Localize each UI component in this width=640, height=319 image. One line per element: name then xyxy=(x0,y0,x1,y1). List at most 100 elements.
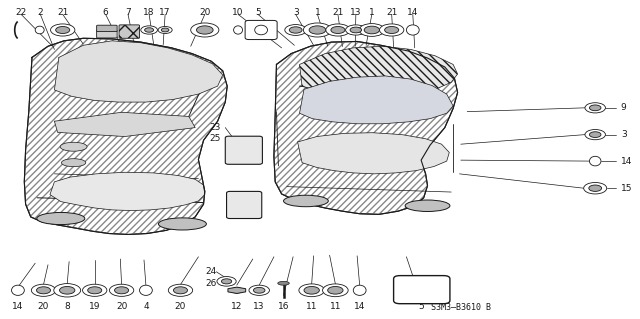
Ellipse shape xyxy=(191,23,219,37)
Text: 26: 26 xyxy=(205,279,217,288)
Text: 14: 14 xyxy=(12,302,24,311)
Ellipse shape xyxy=(385,26,399,33)
Text: 20: 20 xyxy=(38,302,49,311)
Text: 14: 14 xyxy=(621,157,632,166)
Text: 21: 21 xyxy=(332,8,344,17)
Text: 7: 7 xyxy=(125,8,131,17)
Ellipse shape xyxy=(168,284,193,296)
Ellipse shape xyxy=(303,23,332,37)
Ellipse shape xyxy=(35,26,44,34)
Text: 20: 20 xyxy=(116,302,127,311)
Ellipse shape xyxy=(585,103,605,113)
Polygon shape xyxy=(50,172,205,211)
Ellipse shape xyxy=(289,27,302,33)
Polygon shape xyxy=(300,76,453,124)
Ellipse shape xyxy=(249,285,269,295)
Ellipse shape xyxy=(331,26,345,33)
Text: 21: 21 xyxy=(386,8,397,17)
Ellipse shape xyxy=(217,277,236,286)
Text: 24: 24 xyxy=(205,267,217,276)
Ellipse shape xyxy=(88,287,102,294)
Text: 13: 13 xyxy=(350,8,362,17)
Ellipse shape xyxy=(61,159,86,167)
Text: 3: 3 xyxy=(621,130,627,139)
Ellipse shape xyxy=(36,287,51,294)
Text: 2: 2 xyxy=(38,8,43,17)
Ellipse shape xyxy=(309,26,326,34)
Ellipse shape xyxy=(359,24,385,36)
Ellipse shape xyxy=(406,25,419,35)
Text: 19: 19 xyxy=(89,302,100,311)
Text: 11: 11 xyxy=(330,302,341,311)
Text: 20: 20 xyxy=(175,302,186,311)
Ellipse shape xyxy=(31,284,56,296)
Ellipse shape xyxy=(51,24,75,36)
Text: 14: 14 xyxy=(407,8,419,17)
FancyBboxPatch shape xyxy=(97,25,117,32)
Ellipse shape xyxy=(196,26,213,34)
Text: 5: 5 xyxy=(419,302,424,311)
Ellipse shape xyxy=(255,25,268,35)
Ellipse shape xyxy=(353,285,366,295)
Polygon shape xyxy=(228,287,246,293)
FancyBboxPatch shape xyxy=(227,191,262,219)
Text: 20: 20 xyxy=(199,8,211,17)
Ellipse shape xyxy=(12,285,24,295)
Ellipse shape xyxy=(83,284,107,296)
Polygon shape xyxy=(300,46,458,96)
Ellipse shape xyxy=(284,195,328,207)
Ellipse shape xyxy=(585,130,605,140)
Ellipse shape xyxy=(285,25,307,35)
Polygon shape xyxy=(24,38,227,234)
Text: 14: 14 xyxy=(354,302,365,311)
Ellipse shape xyxy=(36,212,85,225)
Ellipse shape xyxy=(326,24,350,36)
Polygon shape xyxy=(298,133,449,174)
Ellipse shape xyxy=(589,105,601,111)
FancyBboxPatch shape xyxy=(119,25,140,38)
Ellipse shape xyxy=(221,279,232,284)
Text: 21: 21 xyxy=(57,8,68,17)
Ellipse shape xyxy=(140,285,152,295)
Ellipse shape xyxy=(299,284,324,297)
Text: S3M3—B3610 B: S3M3—B3610 B xyxy=(431,303,491,312)
Ellipse shape xyxy=(278,281,289,285)
Text: 13: 13 xyxy=(253,302,265,311)
Ellipse shape xyxy=(145,28,154,32)
Text: 3: 3 xyxy=(293,8,298,17)
Text: 10: 10 xyxy=(232,8,244,17)
Ellipse shape xyxy=(234,289,240,292)
Ellipse shape xyxy=(410,282,433,297)
FancyBboxPatch shape xyxy=(97,30,117,38)
Ellipse shape xyxy=(589,156,601,166)
Ellipse shape xyxy=(60,286,75,294)
Ellipse shape xyxy=(380,24,404,36)
FancyBboxPatch shape xyxy=(225,136,262,164)
Ellipse shape xyxy=(346,25,366,35)
Ellipse shape xyxy=(304,286,319,294)
Ellipse shape xyxy=(115,287,129,294)
Text: 1: 1 xyxy=(369,8,374,17)
Text: 17: 17 xyxy=(159,8,171,17)
Polygon shape xyxy=(274,41,458,214)
Text: 9: 9 xyxy=(621,103,627,112)
Text: 5: 5 xyxy=(255,8,260,17)
Ellipse shape xyxy=(60,142,87,151)
Text: 11: 11 xyxy=(306,302,317,311)
Ellipse shape xyxy=(173,287,188,294)
Ellipse shape xyxy=(323,284,348,297)
Text: 12: 12 xyxy=(231,302,243,311)
Polygon shape xyxy=(54,41,223,102)
Text: 16: 16 xyxy=(278,302,289,311)
Text: 22: 22 xyxy=(15,8,27,17)
Text: 25: 25 xyxy=(209,134,221,143)
Text: 1: 1 xyxy=(315,8,320,17)
Ellipse shape xyxy=(158,218,206,230)
Ellipse shape xyxy=(234,26,243,34)
Ellipse shape xyxy=(54,284,81,297)
Text: 4: 4 xyxy=(143,302,148,311)
Ellipse shape xyxy=(231,287,243,293)
Ellipse shape xyxy=(141,26,157,34)
Polygon shape xyxy=(54,112,195,137)
FancyBboxPatch shape xyxy=(394,276,450,304)
